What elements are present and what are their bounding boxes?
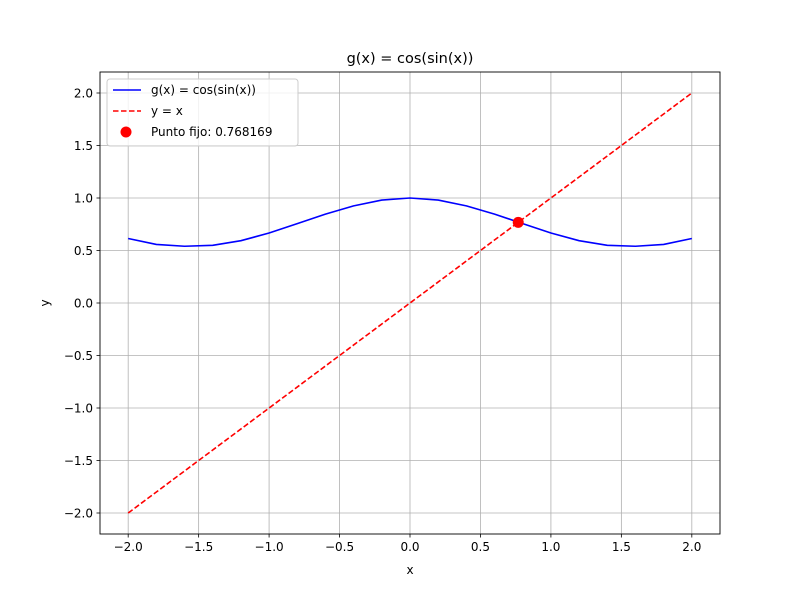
y-tick-label: 2.0 bbox=[74, 86, 93, 100]
legend: g(x) = cos(sin(x)) y = x Punto fijo: 0.7… bbox=[106, 78, 299, 147]
plot-points bbox=[512, 216, 524, 228]
series-line-identity bbox=[127, 92, 693, 514]
x-axis-label: x bbox=[406, 563, 413, 577]
legend-label-g: g(x) = cos(sin(x)) bbox=[151, 83, 256, 97]
y-tick-label: 1.0 bbox=[74, 191, 93, 205]
y-tick-label: 0.0 bbox=[74, 296, 93, 310]
x-tick-label: 1.0 bbox=[541, 540, 560, 554]
x-tick-label: −2.0 bbox=[114, 540, 143, 554]
chart-title: g(x) = cos(sin(x)) bbox=[347, 51, 474, 67]
y-tick-label: −2.0 bbox=[64, 506, 93, 520]
legend-label-fixed-point: Punto fijo: 0.768169 bbox=[151, 125, 272, 139]
x-tick-label: 0.5 bbox=[471, 540, 490, 554]
x-tick-label: −1.5 bbox=[184, 540, 213, 554]
legend-label-identity: y = x bbox=[151, 104, 183, 118]
legend-box bbox=[106, 78, 299, 147]
y-axis-label: y bbox=[38, 299, 52, 306]
x-tick-label: −0.5 bbox=[325, 540, 354, 554]
y-tick-label: 1.5 bbox=[74, 139, 93, 153]
grid bbox=[100, 72, 720, 534]
y-tick-label: −1.5 bbox=[64, 454, 93, 468]
x-tick-label: 0.0 bbox=[400, 540, 419, 554]
x-tick-label: 1.5 bbox=[612, 540, 631, 554]
fixed-point-marker bbox=[512, 216, 524, 228]
axis-ticks: −2.0 −1.5 −1.0 −0.5 0.0 0.5 1.0 1.5 2.0 −2.0 −1.5 −… bbox=[64, 86, 702, 554]
y-tick-label: 0.5 bbox=[74, 244, 93, 258]
plot-series bbox=[127, 92, 693, 514]
series-line-g bbox=[128, 197, 692, 248]
x-tick-label: 2.0 bbox=[682, 540, 701, 554]
y-tick-label: −0.5 bbox=[64, 349, 93, 363]
y-tick-label: −1.0 bbox=[64, 401, 93, 415]
x-tick-label: −1.0 bbox=[255, 540, 284, 554]
legend-swatch-fixed-point bbox=[120, 126, 132, 138]
